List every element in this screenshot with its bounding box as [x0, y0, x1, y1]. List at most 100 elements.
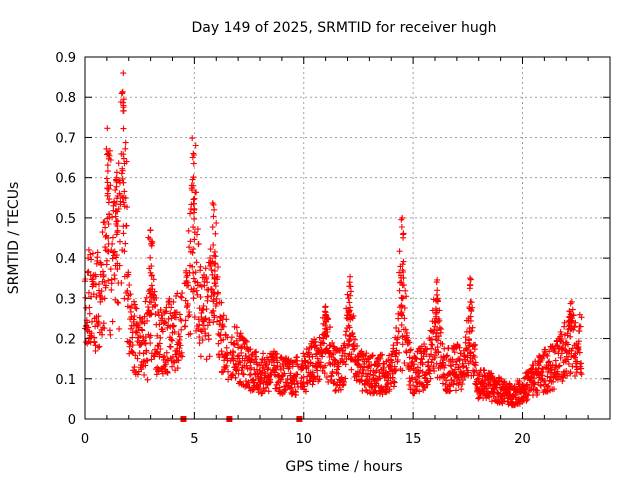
data-point: [436, 317, 443, 324]
data-point: [577, 323, 584, 330]
data-point: [164, 369, 171, 376]
x-tick-label: 0: [81, 432, 89, 447]
data-point: [156, 321, 163, 328]
data-point: [240, 371, 247, 378]
data-point: [120, 179, 127, 186]
data-point: [465, 369, 472, 376]
data-point: [148, 311, 155, 318]
data-point: [173, 293, 179, 299]
data-point: [363, 350, 370, 357]
data-point: [434, 307, 441, 314]
data-point: [287, 370, 294, 377]
data-point: [142, 362, 149, 369]
data-point: [115, 300, 122, 306]
data-point: [434, 337, 441, 344]
data-point: [193, 259, 200, 266]
data-point: [434, 276, 441, 283]
data-point: [314, 355, 321, 362]
data-point: [191, 195, 198, 202]
data-point: [223, 316, 230, 323]
y-tick-label: 0.2: [55, 333, 76, 348]
data-point: [398, 321, 405, 328]
data-point: [150, 276, 157, 283]
data-point: [578, 360, 585, 367]
data-point: [101, 219, 108, 226]
data-point: [134, 371, 141, 378]
data-point: [321, 370, 328, 377]
data-point: [403, 293, 410, 300]
data-point: [400, 258, 407, 265]
data-point: [127, 325, 134, 332]
data-point: [220, 336, 227, 343]
data-point: [91, 339, 98, 346]
data-point: [327, 324, 333, 331]
data-point: [197, 263, 204, 270]
data-point: [338, 374, 345, 381]
data-point: [215, 264, 221, 270]
data-point: [114, 223, 121, 229]
data-point: [102, 244, 109, 251]
data-point: [143, 347, 150, 354]
data-point: [284, 376, 291, 382]
data-point: [446, 388, 453, 395]
chart-title: Day 149 of 2025, SRMTID for receiver hug…: [192, 20, 497, 36]
data-point: [212, 253, 219, 260]
data-point: [190, 269, 197, 276]
data-point: [86, 304, 93, 311]
data-point: [467, 313, 474, 320]
data-point: [362, 353, 369, 359]
data-point: [481, 367, 488, 374]
data-point: [104, 179, 111, 186]
data-point: [230, 356, 237, 362]
data-point: [465, 337, 472, 344]
data-point: [177, 342, 184, 349]
data-point: [410, 382, 417, 389]
data-point: [546, 348, 553, 355]
data-point: [104, 125, 111, 132]
data-point: [128, 303, 135, 309]
data-point: [232, 374, 239, 381]
data-point: [472, 341, 479, 348]
data-point: [202, 315, 209, 322]
data-point: [109, 240, 116, 247]
data-point: [346, 307, 353, 314]
data-point: [466, 304, 473, 311]
data-point: [131, 298, 137, 305]
data-point: [109, 318, 116, 325]
data-point: [396, 349, 403, 356]
data-point: [452, 366, 459, 373]
data-point: [218, 326, 225, 333]
data-point: [121, 188, 128, 195]
y-tick-label: 0: [68, 413, 76, 428]
data-point: [424, 378, 431, 385]
data-point: [428, 336, 435, 343]
data-point: [238, 367, 245, 374]
data-point: [192, 142, 199, 149]
data-point: [395, 315, 402, 322]
data-point: [551, 386, 557, 392]
data-point: [554, 342, 561, 348]
data-point: [260, 350, 267, 357]
data-point: [246, 384, 253, 391]
data-point: [578, 365, 585, 372]
data-point: [124, 204, 130, 211]
data-point: [425, 358, 432, 365]
data-point: [456, 344, 463, 351]
data-point: [141, 340, 148, 346]
data-point: [120, 96, 127, 103]
data-point: [114, 260, 121, 267]
data-point: [462, 334, 469, 341]
data-point: [99, 268, 106, 275]
data-point: [171, 328, 178, 335]
data-point: [113, 231, 120, 238]
data-point: [201, 282, 208, 289]
data-point: [406, 354, 413, 361]
data-point: [424, 346, 431, 353]
data-point: [209, 271, 216, 278]
data-point: [399, 312, 405, 319]
data-point: [350, 346, 357, 353]
data-point: [103, 175, 110, 182]
data-point: [488, 370, 495, 377]
data-point: [105, 277, 112, 284]
data-point: [225, 376, 232, 383]
